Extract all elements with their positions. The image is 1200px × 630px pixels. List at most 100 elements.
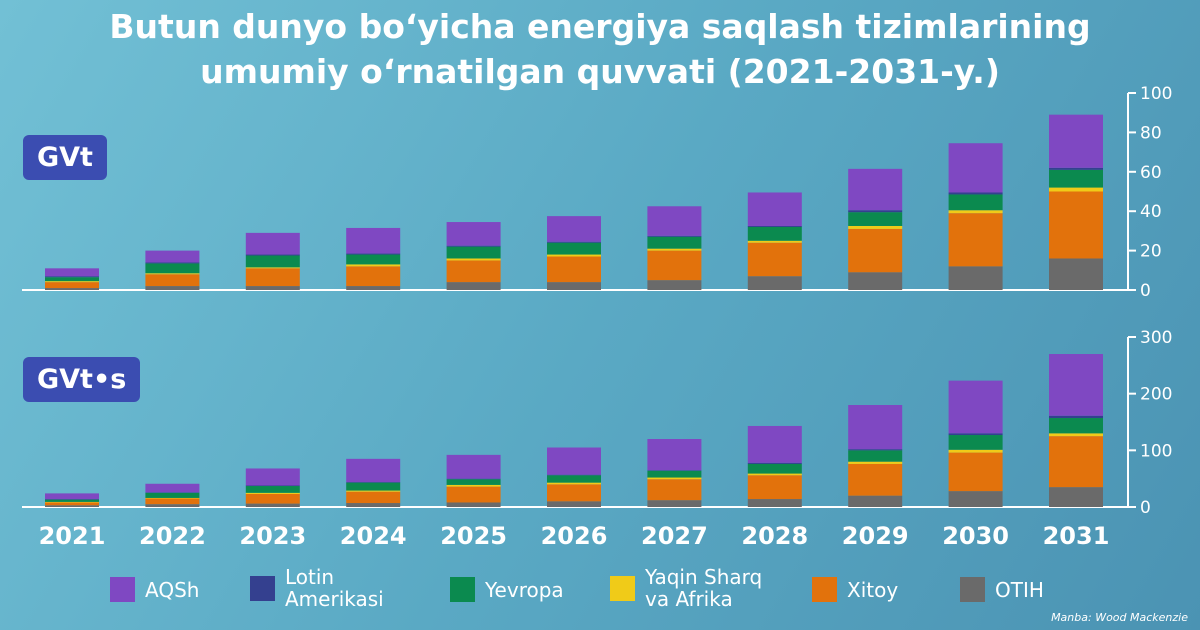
bar-segment: [647, 206, 702, 236]
bar-segment: [245, 485, 300, 487]
bar-segment: [346, 253, 401, 255]
bar-segment: [45, 499, 99, 502]
bar-segment: [547, 474, 601, 476]
bar-segment: [1049, 418, 1103, 434]
bar-segment: [45, 282, 99, 289]
bar-segment: [245, 492, 300, 494]
bar-segment: [245, 286, 300, 290]
bar-segment: [145, 492, 200, 498]
bar-segment: [1049, 191, 1103, 259]
x-tick-label: 2027: [641, 522, 708, 550]
bar-segment: [647, 500, 702, 507]
bar-segment: [848, 461, 903, 464]
bar-segment: [1049, 415, 1103, 419]
bar-segment: [948, 449, 1003, 453]
bar-segment: [747, 473, 802, 476]
bar-segment: [747, 462, 802, 464]
bar-segment: [245, 268, 300, 287]
bar-segment: [1049, 114, 1103, 168]
y-tick-label: 60: [1140, 163, 1162, 183]
y-tick-label: 80: [1140, 123, 1162, 143]
bar-segment: [1049, 354, 1103, 416]
bar-segment: [848, 168, 903, 211]
bar-segment: [747, 225, 802, 227]
bar-segment: [848, 272, 903, 290]
bar-segment: [547, 282, 601, 290]
title-line-2: umumiy o‘rnatilgan quvvati (2021-2031-y.…: [200, 52, 1000, 91]
bar-segment: [346, 254, 401, 265]
legend-swatch: [450, 577, 475, 602]
bar-segment: [446, 479, 501, 485]
bar-segment: [848, 449, 903, 451]
chart-title: Butun dunyo bo‘yicha energiya saqlash ti…: [0, 4, 1200, 94]
bar-segment: [1049, 258, 1103, 290]
x-tick-label: 2029: [842, 522, 909, 550]
bar-segment: [547, 254, 601, 257]
bar-segment: [245, 267, 300, 269]
bar-segment: [45, 281, 99, 283]
bar-segment: [346, 491, 401, 504]
bar-segment: [547, 484, 601, 502]
legend-swatch: [610, 575, 635, 601]
bar-segment: [747, 475, 802, 500]
bar-segment: [647, 477, 702, 480]
bar-segment: [747, 226, 802, 241]
bar-segment: [145, 250, 200, 263]
bar-segment: [848, 212, 903, 226]
bar-segment: [547, 447, 601, 475]
bar-segment: [145, 263, 200, 274]
unit-badge-bottom: GVt•s: [23, 357, 141, 402]
bar-segment: [948, 143, 1003, 193]
bar-segment: [647, 470, 702, 471]
bar-segment: [346, 503, 401, 507]
bar-segment: [346, 490, 401, 492]
bar-segment: [145, 498, 200, 505]
bar-segment: [848, 495, 903, 507]
bar-segment: [446, 222, 501, 246]
legend-label: Yaqin Sharq va Afrika: [645, 565, 763, 611]
bar-segment: [45, 268, 99, 277]
bar-segment: [45, 276, 99, 278]
bar-segment: [948, 192, 1003, 195]
bar-segment: [346, 286, 401, 290]
legend-swatch: [110, 577, 135, 602]
legend-item: OTIH: [960, 577, 1044, 602]
bar-segment: [647, 280, 702, 290]
bar-segment: [647, 479, 702, 501]
bar-segment: [446, 245, 501, 247]
bar-segment: [547, 241, 601, 243]
legend-swatch: [812, 577, 837, 602]
bar-segment: [1049, 433, 1103, 437]
bar-segment: [1049, 487, 1103, 507]
bar-segment: [446, 454, 501, 479]
bar-segment: [145, 286, 200, 290]
x-tick-label: 2026: [541, 522, 608, 550]
bar-segment: [647, 250, 702, 281]
bar-segment: [446, 484, 501, 487]
legend-item: Lotin Amerikasi: [250, 566, 384, 610]
bar-segment: [747, 192, 802, 226]
bar-segment: [848, 228, 903, 273]
bar-segment: [145, 273, 200, 275]
bar-segment: [647, 439, 702, 471]
y-tick-label: 100: [1140, 84, 1172, 104]
y-tick-label: 0: [1140, 498, 1151, 518]
x-tick-label: 2030: [942, 522, 1009, 550]
bar-segment: [547, 242, 601, 255]
bar-segment: [747, 425, 802, 463]
bar-segment: [145, 497, 200, 499]
bar-segment: [747, 276, 802, 290]
bar-segment: [346, 458, 401, 483]
x-tick-label: 2024: [340, 522, 407, 550]
bar-segment: [446, 478, 501, 480]
bar-segment: [547, 475, 601, 483]
bar-segment: [948, 435, 1003, 450]
bar-segment: [145, 483, 200, 493]
bar-segment: [747, 242, 802, 277]
bar-segment: [547, 482, 601, 485]
legend-label: OTIH: [995, 577, 1044, 602]
bar-segment: [647, 470, 702, 478]
bar-segment: [45, 499, 99, 500]
bar-segment: [346, 227, 401, 254]
